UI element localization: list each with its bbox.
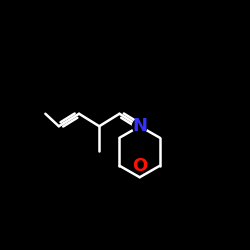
Text: N: N — [132, 117, 147, 135]
Text: O: O — [132, 157, 147, 175]
Circle shape — [132, 119, 147, 134]
Circle shape — [132, 158, 147, 173]
